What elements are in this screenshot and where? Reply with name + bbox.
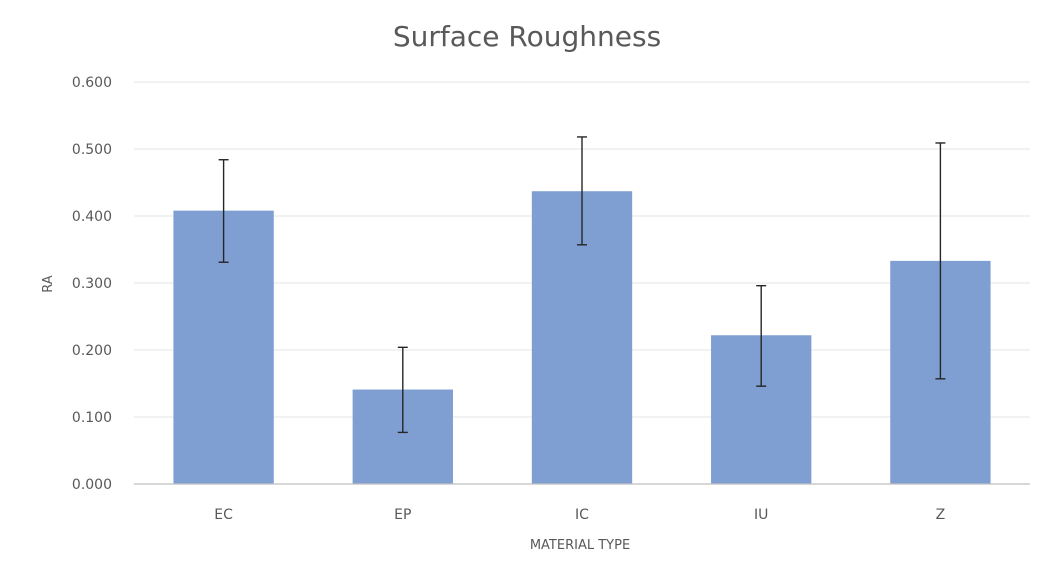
- error-bar-z: [935, 142, 946, 380]
- error-bars: [218, 136, 946, 434]
- x-tick-label: EC: [214, 507, 233, 523]
- y-tick-label: 0.300: [72, 276, 112, 292]
- x-tick-label: IU: [754, 507, 768, 523]
- error-bar-ic: [577, 136, 587, 246]
- chart-title: Surface Roughness: [393, 20, 661, 53]
- y-tick-label: 0.500: [72, 142, 112, 158]
- y-tick-label: 0.000: [72, 477, 112, 493]
- x-axis-title: MATERIAL TYPE: [530, 538, 630, 553]
- error-bar-ep: [397, 346, 408, 434]
- y-axis-ticks: 0.000 0.100 0.200 0.300 0.400 0.500 0.600: [72, 75, 112, 493]
- y-tick-label: 0.200: [72, 343, 112, 359]
- y-tick-label: 0.600: [72, 75, 112, 91]
- x-tick-label: IC: [575, 507, 589, 523]
- x-tick-label: EP: [394, 507, 411, 523]
- x-axis-ticks: EC EP IC IU Z: [214, 507, 945, 523]
- error-bar-iu: [756, 284, 767, 387]
- error-bar-ec: [218, 159, 229, 263]
- y-tick-label: 0.400: [72, 209, 112, 225]
- y-axis-title: RA: [41, 275, 56, 293]
- x-tick-label: Z: [936, 507, 946, 523]
- y-tick-label: 0.100: [72, 410, 112, 426]
